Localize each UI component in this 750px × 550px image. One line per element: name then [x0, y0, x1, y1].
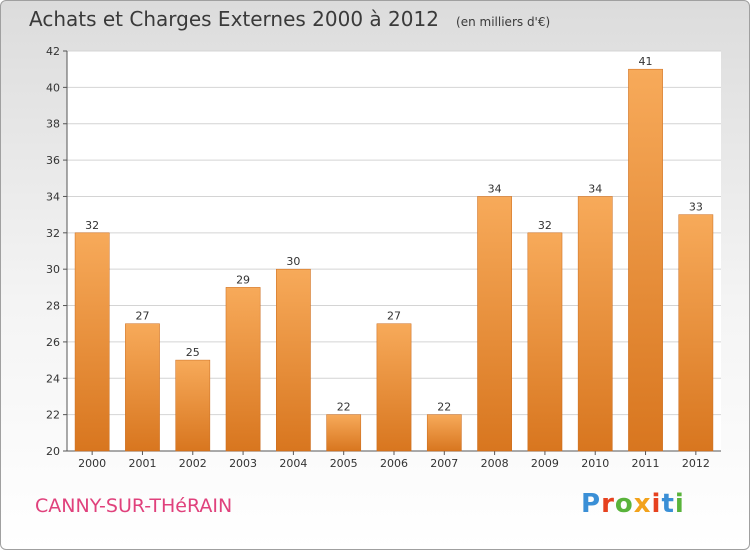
y-tick-label: 30 [46, 263, 60, 276]
x-tick-label: 2006 [380, 457, 408, 470]
bar-2010 [577, 196, 613, 452]
proxiti-logo: Proxiti [581, 489, 685, 519]
data-label: 32 [85, 219, 99, 232]
logo-letter: t [661, 489, 675, 519]
data-label: 34 [488, 182, 502, 195]
logo-letter: r [601, 489, 615, 519]
bar-2007 [426, 414, 462, 452]
x-tick-label: 2001 [128, 457, 156, 470]
bar-2006 [376, 323, 412, 452]
x-tick-label: 2010 [581, 457, 609, 470]
data-label: 33 [689, 201, 703, 214]
x-tick-label: 2012 [682, 457, 710, 470]
chart-unit-text: (en milliers d'€) [456, 15, 551, 29]
y-tick-label: 20 [46, 445, 60, 458]
bar-2008 [477, 196, 512, 452]
logo-letter: i [674, 489, 685, 519]
y-tick-label: 40 [46, 81, 60, 94]
data-labels: 32 27 25 29 30 22 27 22 34 32 34 41 33 [85, 55, 703, 413]
y-tick-label: 26 [46, 336, 60, 349]
bar-2009 [527, 232, 563, 452]
x-tick-label: 2011 [632, 457, 660, 470]
bar-2005 [326, 414, 362, 452]
chart-title-text: Achats et Charges Externes 2000 à 2012 [29, 7, 439, 31]
y-tick-label: 36 [46, 154, 60, 167]
x-tick-label: 2005 [330, 457, 358, 470]
logo-letter: o [614, 489, 634, 519]
data-label: 41 [639, 55, 653, 68]
bar-2003 [225, 287, 261, 452]
data-label: 32 [538, 219, 552, 232]
bar-2011 [628, 68, 663, 452]
data-label: 22 [337, 401, 351, 414]
bar-2002 [175, 359, 211, 452]
x-tick-label: 2004 [279, 457, 307, 470]
logo-letter: P [581, 489, 602, 519]
y-tick-label: 28 [46, 300, 60, 313]
x-tick-label: 2009 [531, 457, 559, 470]
data-label: 34 [588, 182, 602, 195]
x-tick-label: 2002 [179, 457, 207, 470]
data-label: 27 [135, 310, 149, 323]
y-tick-label: 38 [46, 118, 60, 131]
y-tick-label: 34 [46, 190, 60, 203]
x-tick-label: 2007 [430, 457, 458, 470]
y-tick-label: 22 [46, 409, 60, 422]
data-label: 30 [286, 255, 300, 268]
bar-2000 [74, 232, 110, 452]
x-tick-label: 2000 [78, 457, 106, 470]
x-tick-label: 2008 [481, 457, 509, 470]
data-label: 27 [387, 310, 401, 323]
logo-letter: x [633, 489, 652, 519]
axes: 20 22 24 26 28 30 32 34 36 38 40 42 2000 2001 2002 2003… [46, 45, 721, 470]
x-tick-label: 2003 [229, 457, 257, 470]
y-tick-label: 24 [46, 372, 60, 385]
bar-2001 [125, 323, 160, 452]
chart-title: Achats et Charges Externes 2000 à 2012 (… [29, 7, 550, 31]
commune-name: CANNY-SUR-THéRAIN [35, 495, 233, 517]
data-label: 25 [186, 346, 200, 359]
data-label: 29 [236, 273, 250, 286]
logo-letter: i [651, 489, 662, 519]
data-label: 22 [437, 401, 451, 414]
bar-2004 [276, 268, 311, 452]
bar-2012 [678, 214, 714, 452]
y-tick-label: 32 [46, 227, 60, 240]
bars [74, 68, 714, 452]
y-tick-label: 42 [46, 45, 60, 58]
